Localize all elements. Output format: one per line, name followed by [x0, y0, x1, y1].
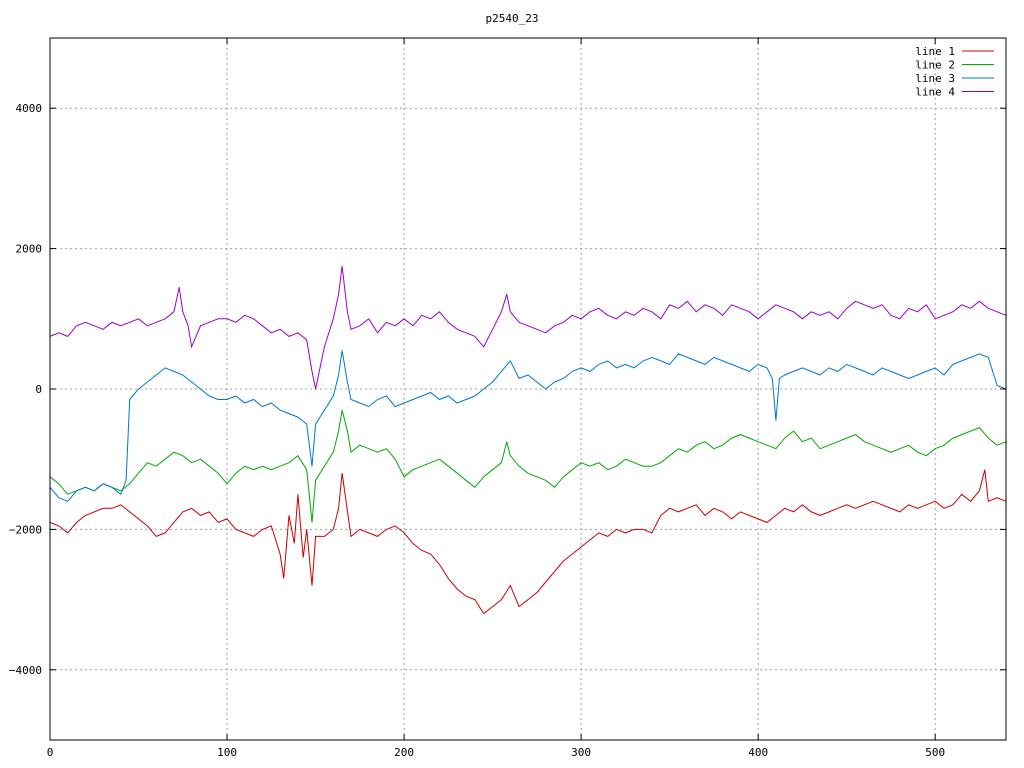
y-tick-label: 4000 — [16, 102, 43, 115]
y-tick-label: −4000 — [9, 664, 42, 677]
series-line-3 — [49, 350, 1007, 502]
y-tick-label: −2000 — [9, 523, 42, 536]
y-tick-label: 2000 — [16, 243, 43, 256]
legend-label: line 4 — [915, 86, 955, 99]
x-tick-label: 400 — [748, 746, 768, 759]
x-tick-label: 500 — [925, 746, 945, 759]
series-line-2 — [49, 409, 1007, 523]
y-tick-label: 0 — [35, 383, 42, 396]
legend-label: line 3 — [915, 72, 955, 85]
grid — [50, 38, 1006, 740]
plot-frame — [49, 37, 1007, 741]
legend-label: line 2 — [915, 59, 955, 72]
series-line-4 — [49, 266, 1007, 390]
legend-label: line 1 — [915, 45, 955, 58]
chart-title: p2540_23 — [486, 12, 539, 25]
axes: 0 100 200 300 400 500 −4000 −2000 0 2000 4000 — [9, 38, 1006, 759]
x-tick-label: 200 — [394, 746, 414, 759]
x-tick-label: 0 — [47, 746, 54, 759]
series-lines — [49, 266, 1007, 615]
series-line-1 — [49, 469, 1007, 615]
x-tick-label: 300 — [571, 746, 591, 759]
x-tick-label: 100 — [217, 746, 237, 759]
